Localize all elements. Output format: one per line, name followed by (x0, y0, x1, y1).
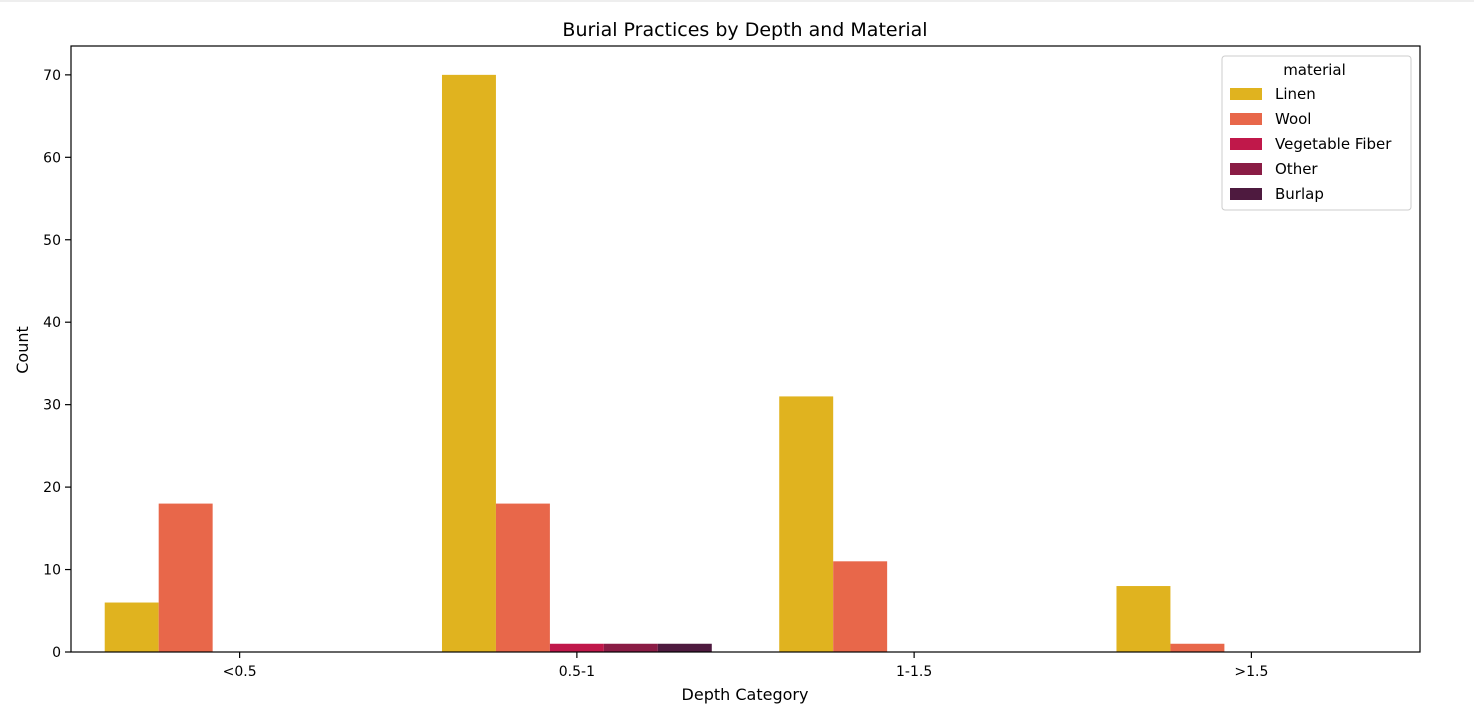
x-axis-label: Depth Category (682, 685, 809, 704)
y-tick-label: 60 (43, 150, 61, 166)
x-tick-label: 1-1.5 (896, 664, 932, 680)
plot-frame (70, 45, 1421, 653)
legend-swatch (1230, 138, 1262, 150)
x-tick-label: >1.5 (1234, 664, 1268, 680)
y-axis-label: Count (13, 326, 32, 374)
legend: material Linen Wool Vegetable Fiber Other Bur… (1221, 55, 1412, 211)
legend-box (1221, 55, 1412, 211)
legend-title: material (1283, 61, 1346, 79)
x-tick-label: <0.5 (223, 664, 257, 680)
legend-label: Vegetable Fiber (1275, 135, 1392, 153)
legend-swatch (1230, 163, 1262, 175)
bar-wool-2 (833, 561, 888, 652)
bar-linen-1 (441, 74, 496, 653)
bar-linen-2 (779, 396, 834, 652)
bar-vegetable-fiber-1 (549, 643, 604, 652)
bar-other-1 (603, 643, 658, 652)
legend-label: Linen (1275, 85, 1316, 103)
legend-swatch (1230, 113, 1262, 125)
bar-burlap-1 (657, 643, 712, 652)
bar-wool-1 (495, 503, 550, 652)
bar-wool-0 (158, 503, 213, 652)
y-tick-label: 20 (43, 480, 61, 496)
bar-linen-0 (104, 602, 159, 652)
y-tick-label: 0 (52, 645, 61, 661)
axes-group: 0 10 20 30 40 50 60 70 <0.5 0.5-1 1-1.5 >1.5 (43, 45, 1421, 680)
bar-wool-3 (1170, 643, 1225, 652)
bars-group (104, 74, 1225, 653)
y-tick-label: 50 (43, 233, 61, 249)
legend-label: Burlap (1275, 185, 1324, 203)
bar-linen-3 (1116, 586, 1171, 652)
legend-label: Other (1275, 160, 1318, 178)
y-tick-label: 10 (43, 563, 61, 579)
chart-title: Burial Practices by Depth and Material (562, 19, 927, 41)
legend-label: Wool (1275, 110, 1311, 128)
window-top-border (0, 0, 1474, 2)
y-tick-label: 70 (43, 68, 61, 84)
legend-swatch (1230, 188, 1262, 200)
x-tick-label: 0.5-1 (559, 664, 595, 680)
y-tick-label: 40 (43, 315, 61, 331)
legend-swatch (1230, 88, 1262, 100)
y-tick-label: 30 (43, 398, 61, 414)
